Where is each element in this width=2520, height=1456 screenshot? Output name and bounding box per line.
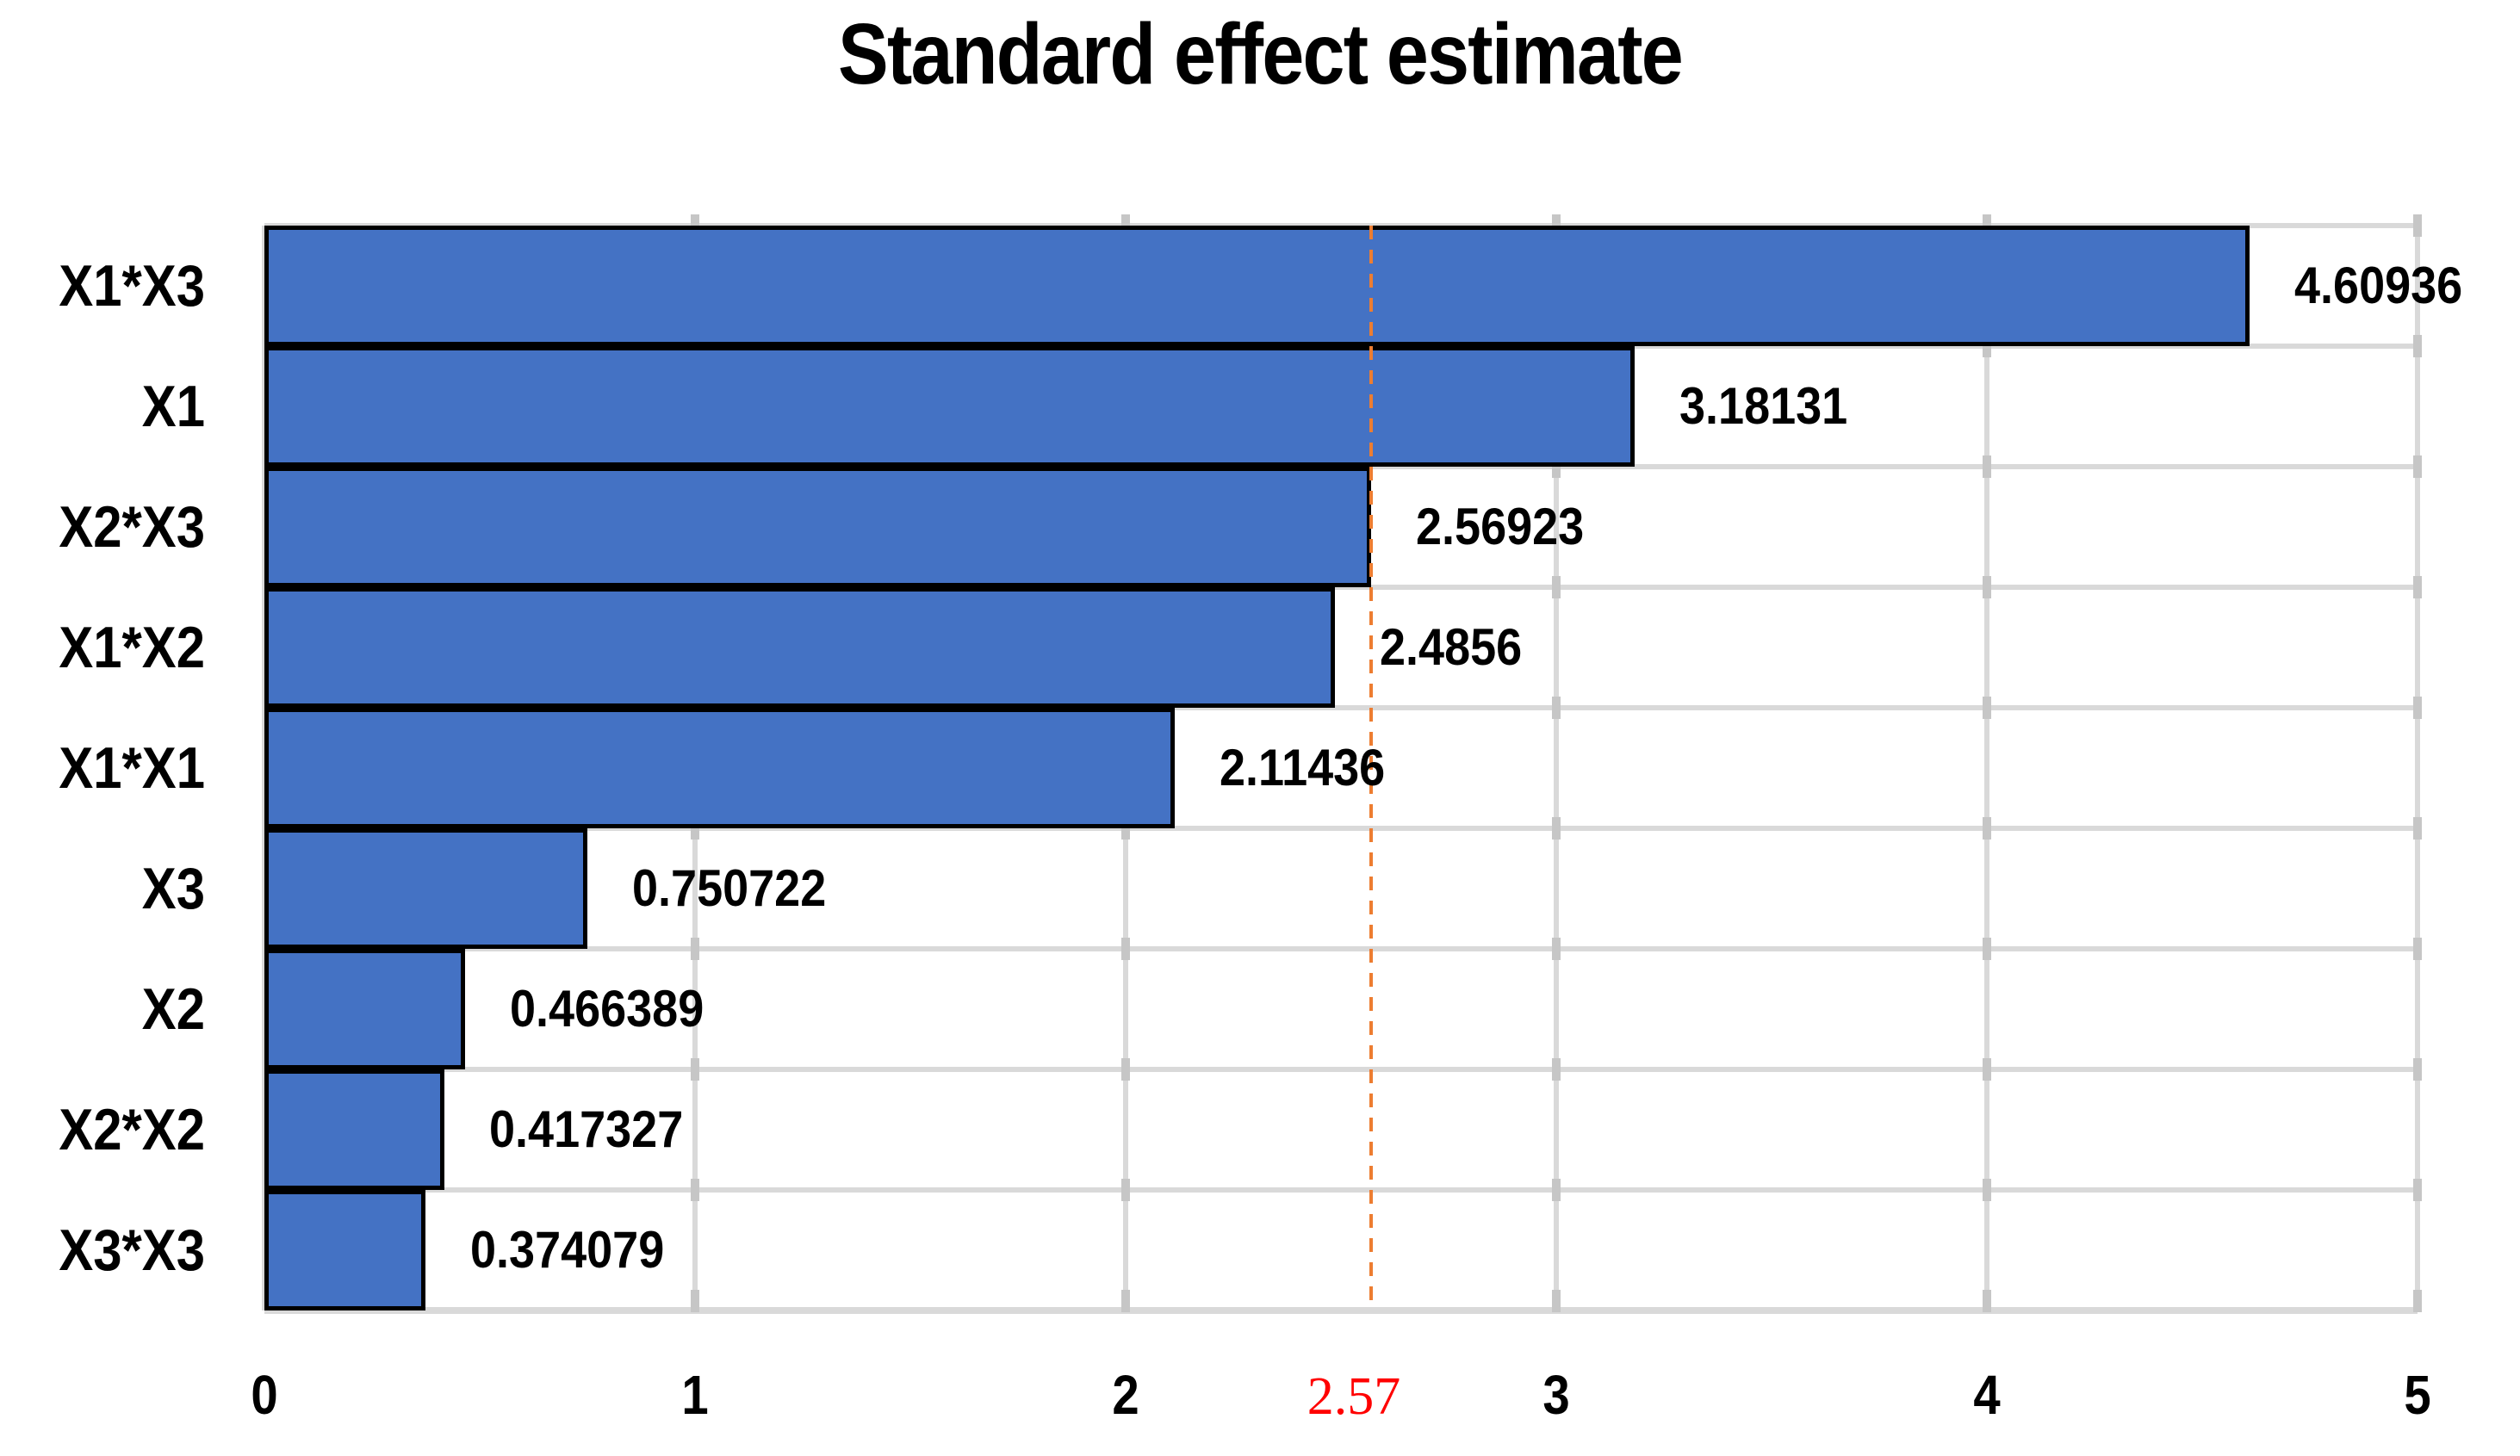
- x-axis-line: [264, 1307, 2418, 1314]
- bar: [264, 226, 2250, 346]
- category-label: X2: [141, 976, 205, 1042]
- gridline-tick: [1121, 817, 1130, 840]
- gridline-tick: [1983, 455, 1991, 478]
- category-label: X2*X3: [59, 494, 205, 560]
- gridline-tick: [2413, 576, 2422, 598]
- gridline-tick: [2413, 1058, 2422, 1081]
- bar: [264, 1069, 444, 1190]
- bar: [264, 467, 1371, 587]
- gridline-tick: [1552, 1290, 1561, 1312]
- y-gridline: [264, 705, 2418, 710]
- x-tick-label: 0: [251, 1364, 278, 1426]
- gridline-tick: [1552, 817, 1561, 840]
- x-tick-label: 4: [1973, 1364, 2001, 1426]
- category-label: X1: [141, 374, 205, 439]
- gridline-tick: [1983, 1290, 1991, 1312]
- bar-value-label: 3.18131: [1679, 377, 1847, 435]
- bar-value-label: 2.11436: [1220, 739, 1386, 796]
- reference-line: [1369, 226, 1373, 1310]
- gridline-tick: [691, 1179, 699, 1201]
- bar-value-label: 0.750722: [632, 859, 827, 917]
- gridline-tick: [2413, 1290, 2422, 1312]
- gridline-tick: [1552, 455, 1561, 478]
- gridline-tick: [1983, 576, 1991, 598]
- x-gridline: [1984, 226, 1989, 1310]
- category-label: X1*X2: [59, 615, 205, 680]
- gridline-tick: [1121, 1179, 1130, 1201]
- category-label: X3: [141, 856, 205, 921]
- gridline-tick: [691, 1290, 699, 1312]
- bar-value-label: 2.56923: [1415, 498, 1584, 555]
- gridline-tick: [1983, 938, 1991, 960]
- bar: [264, 1190, 426, 1310]
- bar: [264, 587, 1335, 708]
- gridline-tick: [2413, 697, 2422, 719]
- y-gridline: [264, 1187, 2418, 1193]
- x-gridline: [1554, 226, 1559, 1310]
- y-gridline: [264, 1067, 2418, 1072]
- gridline-tick: [2413, 455, 2422, 478]
- gridline-tick: [2413, 938, 2422, 960]
- category-label: X1*X1: [59, 735, 205, 801]
- gridline-tick: [2413, 335, 2422, 357]
- gridline-tick: [691, 938, 699, 960]
- gridline-tick: [1983, 1179, 1991, 1201]
- bar-value-label: 2.4856: [1379, 618, 1522, 676]
- gridline-tick: [1121, 938, 1130, 960]
- x-tick-label: 1: [681, 1364, 709, 1426]
- gridline-tick: [1552, 697, 1561, 719]
- category-label: X2*X2: [59, 1097, 205, 1162]
- gridline-tick: [1983, 1058, 1991, 1081]
- gridline-tick: [2413, 1179, 2422, 1201]
- gridline-tick: [691, 817, 699, 840]
- y-gridline: [264, 946, 2418, 951]
- x-tick-label: 2: [1112, 1364, 1139, 1426]
- bar-value-label: 0.374079: [470, 1221, 665, 1279]
- bar-value-label: 4.60936: [2293, 257, 2462, 314]
- gridline-tick: [1983, 697, 1991, 719]
- gridline-tick: [691, 1058, 699, 1081]
- gridline-tick: [1552, 1058, 1561, 1081]
- gridline-tick: [1552, 576, 1561, 598]
- category-label: X3*X3: [59, 1217, 205, 1283]
- gridline-tick: [1121, 1290, 1130, 1312]
- x-gridline: [2415, 226, 2420, 1310]
- bar: [264, 828, 588, 949]
- bar: [264, 708, 1176, 828]
- bar: [264, 949, 466, 1069]
- x-tick-label: 5: [2404, 1364, 2431, 1426]
- gridline-tick: [1552, 938, 1561, 960]
- gridline-tick: [2413, 214, 2422, 237]
- bar: [264, 346, 1635, 467]
- reference-line-label: 2.57: [1307, 1367, 1401, 1426]
- category-label: X1*X3: [59, 253, 205, 319]
- bar-value-label: 0.466389: [510, 980, 704, 1038]
- bar-value-label: 0.417327: [488, 1100, 683, 1158]
- chart-title: Standard effect estimate: [838, 6, 1684, 102]
- y-gridline: [264, 585, 2418, 590]
- gridline-tick: [1983, 817, 1991, 840]
- x-tick-label: 3: [1542, 1364, 1570, 1426]
- gridline-tick: [1983, 335, 1991, 357]
- gridline-tick: [2413, 817, 2422, 840]
- y-gridline: [264, 826, 2418, 831]
- gridline-tick: [1121, 1058, 1130, 1081]
- gridline-tick: [1552, 1179, 1561, 1201]
